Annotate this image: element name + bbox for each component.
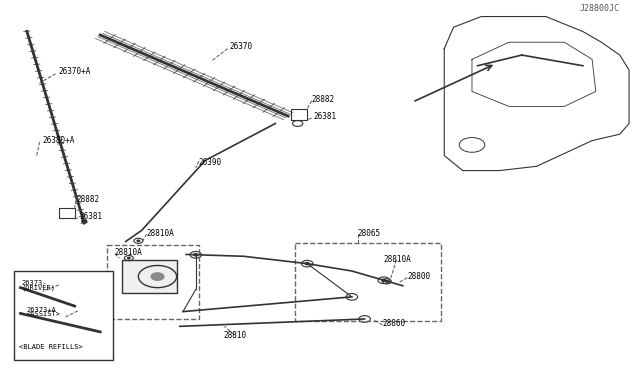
Text: 26373+A: 26373+A xyxy=(27,307,56,313)
Text: 28810A: 28810A xyxy=(147,229,175,238)
Text: 26380+A: 26380+A xyxy=(43,136,75,145)
Bar xyxy=(294,243,441,321)
Circle shape xyxy=(151,273,164,280)
Text: 28882: 28882 xyxy=(312,95,335,104)
Bar xyxy=(291,109,307,120)
Text: 28800: 28800 xyxy=(407,272,431,281)
Text: <ASSIST>: <ASSIST> xyxy=(27,311,61,317)
Text: 26370: 26370 xyxy=(230,42,253,51)
Bar xyxy=(122,260,177,293)
Text: 28860: 28860 xyxy=(383,319,406,328)
Bar xyxy=(106,245,199,319)
Text: <BLADE REFILLS>: <BLADE REFILLS> xyxy=(19,344,83,350)
Text: 26390: 26390 xyxy=(199,158,222,167)
Text: 28810A: 28810A xyxy=(384,255,412,264)
Text: 28810: 28810 xyxy=(223,331,246,340)
Text: 26381: 26381 xyxy=(79,212,102,221)
Text: 26370+A: 26370+A xyxy=(59,67,91,76)
Circle shape xyxy=(382,279,386,281)
Text: 26381: 26381 xyxy=(314,112,337,121)
Text: (DRIVER): (DRIVER) xyxy=(22,284,56,291)
Text: 28810A: 28810A xyxy=(115,248,143,257)
Circle shape xyxy=(194,254,198,256)
Bar xyxy=(59,208,75,218)
Bar xyxy=(14,271,113,360)
Circle shape xyxy=(305,263,309,265)
Circle shape xyxy=(82,220,87,223)
Text: 26373-: 26373- xyxy=(22,280,47,286)
Text: 28065: 28065 xyxy=(357,229,380,238)
Circle shape xyxy=(386,280,388,282)
Text: 28882: 28882 xyxy=(76,195,99,203)
Text: J28800JC: J28800JC xyxy=(579,4,620,13)
Circle shape xyxy=(127,257,130,259)
Circle shape xyxy=(137,240,140,241)
